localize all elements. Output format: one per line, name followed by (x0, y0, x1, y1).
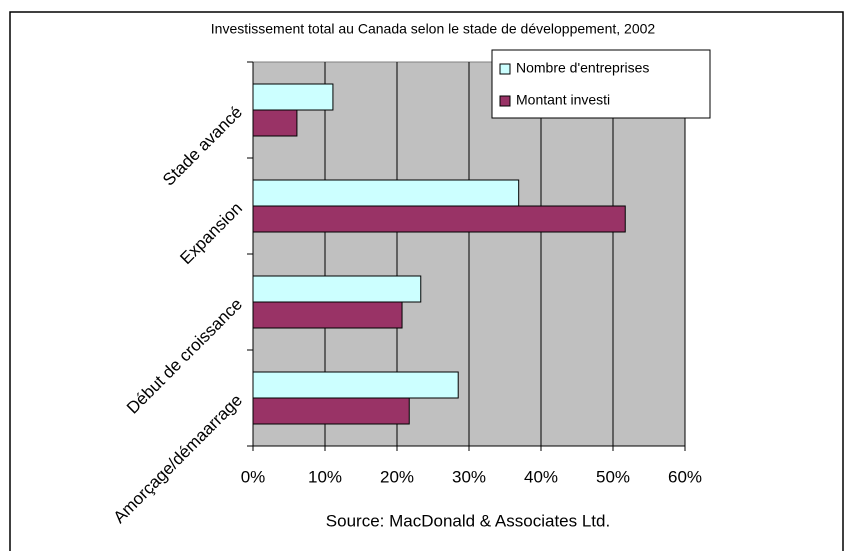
source-note: Source: MacDonald & Associates Ltd. (326, 511, 610, 530)
bar (252, 275, 422, 303)
bar (252, 397, 410, 425)
x-tick-label: 20% (380, 467, 414, 486)
legend-swatch (499, 63, 511, 75)
x-tick-label: 10% (308, 467, 342, 486)
legend-label: Montant investi (516, 92, 610, 108)
bar (252, 301, 403, 329)
bar (252, 205, 626, 233)
x-tick-label: 40% (524, 467, 558, 486)
legend-box (491, 49, 711, 119)
x-tick-label: 0% (241, 467, 266, 486)
x-tick-label: 50% (596, 467, 630, 486)
x-tick-label: 60% (668, 467, 702, 486)
chart-title: Investissement total au Canada selon le … (211, 21, 656, 37)
bar (252, 109, 298, 137)
legend-label: Nombre d'entreprises (516, 60, 649, 76)
legend-swatch (499, 95, 511, 107)
x-tick-label: 30% (452, 467, 486, 486)
bar (252, 83, 334, 111)
bar (252, 371, 459, 399)
bar (252, 179, 520, 207)
